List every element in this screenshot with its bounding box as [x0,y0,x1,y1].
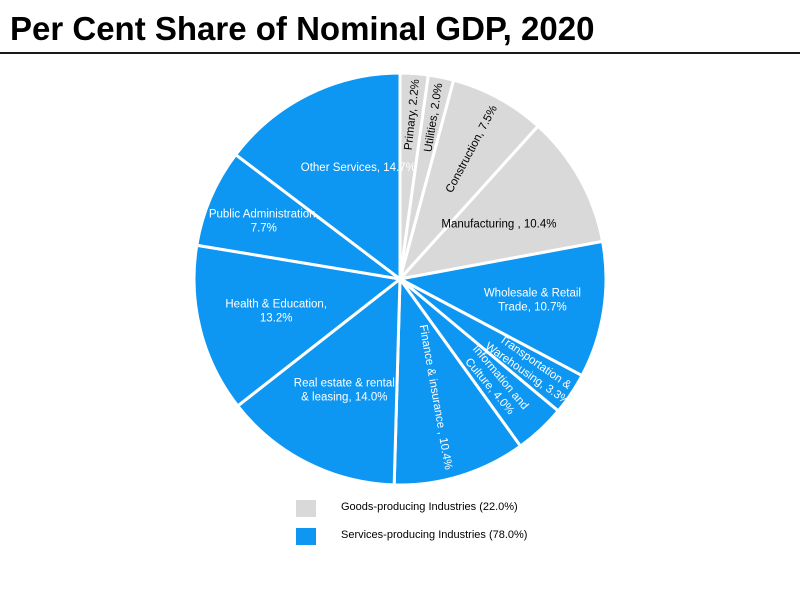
pie-slices [192,71,608,487]
legend-label-goods: Goods-producing Industries (22.0%) [341,501,518,513]
page-title: Per Cent Share of Nominal GDP, 2020 [10,10,595,47]
pie-label-real-estate-rental-leasing: Real estate & rental & leasing, 14.0% [294,377,395,403]
pie-slice-health-education [192,243,402,408]
legend-swatch-services [296,528,316,545]
legend-swatch-goods [296,500,316,517]
pie-slice-public-administration [195,153,402,281]
pie-label-health-education: Health & Education, 13.2% [225,299,327,325]
pie-slice-manufacturing [398,124,605,281]
legend-label-services: Services-producing Industries (78.0%) [341,529,528,541]
pie-label-public-administration: Public Administration, 7.7% [209,208,319,234]
pie-slice-finance-insurance [392,277,522,487]
pie-label-other-services: Other Services, 14.7% [301,162,416,174]
pie-slice-construction [398,78,540,281]
pie-slice-wholesale-retail-trade [398,239,608,378]
title-divider [0,52,800,54]
pie-label-wholesale-retail-trade: Wholesale & Retail Trade, 10.7% [484,287,581,313]
pie-slice-real-estate-rental-leasing [236,277,402,487]
pie-slice-other-services [234,71,402,281]
pie-label-manufacturing: Manufacturing , 10.4% [441,219,556,231]
